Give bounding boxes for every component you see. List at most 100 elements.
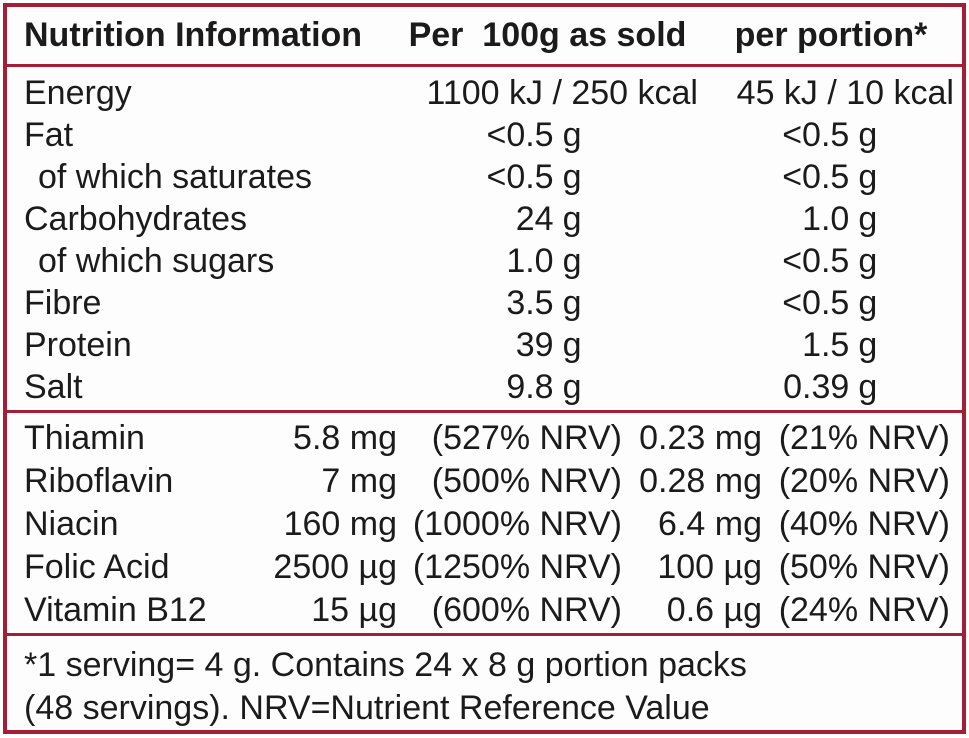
vitamin-row: Riboflavin 7 mg (500% NRV) 0.28 mg (20% NRV) [7, 460, 962, 503]
vitamin-label: Folic Acid [24, 548, 170, 586]
value-number: <0.5 [782, 284, 850, 322]
vitamin-row: Thiamin 5.8 mg (527% NRV) 0.23 mg (21% NRV) [7, 417, 962, 460]
value-unit: g [562, 116, 582, 154]
vitamin-nrv-per-portion: (50% NRV) [778, 548, 950, 586]
vitamin-nrv-per-portion: (21% NRV) [778, 419, 950, 457]
vitamins-section: Thiamin 5.8 mg (527% NRV) 0.23 mg (21% NRV) R… [7, 413, 962, 636]
value-per-portion: 45 kJ / 10 kcal [736, 74, 954, 112]
vitamin-nrv-per-100g: (500% NRV) [431, 462, 622, 500]
vitamin-amount-per-100g: 5.8 mg [293, 419, 397, 457]
value-number: 0.39 [783, 368, 850, 406]
nutrient-label: Carbohydrates [24, 200, 248, 238]
value-number: 24 [515, 200, 554, 238]
value-per-portion: 1.5 g [700, 324, 962, 366]
value-per-100g: 1.0 g [395, 240, 700, 282]
footnote-line-1: *1 serving= 4 g. Contains 24 x 8 g porti… [24, 646, 747, 684]
value-unit: g [858, 200, 878, 238]
vitamin-nrv-per-100g: (1000% NRV) [412, 505, 622, 543]
value-per-100g: 3.5 g [395, 282, 700, 324]
value-per-portion: <0.5 g [700, 114, 962, 156]
value-per-portion: 0.39 g [700, 366, 962, 408]
vitamin-nrv-per-portion: (40% NRV) [778, 505, 950, 543]
value-number: <0.5 [782, 242, 850, 280]
value-unit: g [562, 368, 582, 406]
nutrient-label: Salt [24, 368, 83, 406]
header-nutrition-information: Nutrition Information [24, 16, 363, 54]
value-number: 9.8 [506, 368, 554, 406]
vitamin-amount-per-100g: 7 mg [321, 462, 397, 500]
main-nutrients-section: Energy 1100 kJ / 250 kcal 45 kJ / 10 kcal F… [7, 67, 962, 413]
nutrient-row: of which sugars 1.0 g <0.5 g [7, 240, 962, 282]
value-unit: g [858, 326, 878, 364]
nutrient-label: Energy [24, 74, 132, 112]
value-number: 1.0 [802, 200, 850, 238]
value-unit: g [858, 158, 878, 196]
value-per-100g: <0.5 g [395, 114, 700, 156]
vitamin-nrv-per-portion: (20% NRV) [778, 462, 950, 500]
nutrient-row: Fat <0.5 g <0.5 g [7, 114, 962, 156]
vitamin-label: Thiamin [24, 419, 145, 457]
value-number: <0.5 [486, 116, 554, 154]
footnote: *1 serving= 4 g. Contains 24 x 8 g porti… [7, 636, 962, 730]
vitamin-label: Niacin [24, 505, 119, 543]
value-unit: g [858, 284, 878, 322]
nutrient-row: Protein 39 g 1.5 g [7, 324, 962, 366]
value-per-100g: 1100 kJ / 250 kcal [426, 74, 698, 112]
vitamin-amount-per-portion: 6.4 mg [658, 505, 762, 543]
value-per-portion: <0.5 g [700, 240, 962, 282]
value-per-100g: 24 g [395, 198, 700, 240]
vitamin-amount-per-portion: 0.23 mg [639, 419, 762, 457]
nutrition-label: Nutrition Information Per 100g as sold p… [3, 3, 966, 734]
nutrient-row: of which saturates <0.5 g <0.5 g [7, 156, 962, 198]
table-header-row: Nutrition Information Per 100g as sold p… [7, 7, 962, 67]
value-per-100g: <0.5 g [395, 156, 700, 198]
nutrient-row: Energy 1100 kJ / 250 kcal 45 kJ / 10 kcal [7, 72, 962, 114]
header-per-portion: per portion* [734, 16, 928, 54]
value-number: 1.0 [506, 242, 554, 280]
value-number: <0.5 [782, 158, 850, 196]
nutrient-row: Carbohydrates 24 g 1.0 g [7, 198, 962, 240]
vitamin-label: Vitamin B12 [24, 591, 207, 629]
nutrient-label: Fat [24, 116, 74, 154]
vitamin-nrv-per-portion: (24% NRV) [778, 591, 950, 629]
value-unit: g [562, 158, 582, 196]
nutrient-label: Fibre [24, 284, 102, 322]
vitamin-row: Niacin 160 mg (1000% NRV) 6.4 mg (40% NRV) [7, 503, 962, 546]
header-per-100g: Per 100g as sold [408, 16, 687, 54]
value-per-100g: 39 g [395, 324, 700, 366]
vitamin-amount-per-portion: 0.6 µg [666, 591, 762, 629]
footnote-line-2: (48 servings). NRV=Nutrient Reference Va… [24, 689, 710, 727]
value-unit: g [562, 284, 582, 322]
nutrient-row: Salt 9.8 g 0.39 g [7, 366, 962, 408]
nutrient-row: Fibre 3.5 g <0.5 g [7, 282, 962, 324]
vitamin-amount-per-100g: 15 µg [311, 591, 397, 629]
value-unit: g [562, 200, 582, 238]
value-number: <0.5 [486, 158, 554, 196]
value-per-100g: 9.8 g [395, 366, 700, 408]
vitamin-amount-per-100g: 160 mg [283, 505, 397, 543]
value-per-portion: 1.0 g [700, 198, 962, 240]
nutrient-label: of which sugars [38, 242, 275, 280]
value-unit: g [858, 242, 878, 280]
nutrient-label: of which saturates [38, 158, 313, 196]
vitamin-amount-per-100g: 2500 µg [273, 548, 397, 586]
value-number: 3.5 [506, 284, 554, 322]
value-number: 39 [515, 326, 554, 364]
vitamin-amount-per-portion: 100 µg [657, 548, 762, 586]
vitamin-nrv-per-100g: (527% NRV) [431, 419, 622, 457]
vitamin-row: Folic Acid 2500 µg (1250% NRV) 100 µg (50% N… [7, 546, 962, 589]
vitamin-nrv-per-100g: (600% NRV) [431, 591, 622, 629]
value-unit: g [562, 326, 582, 364]
vitamin-amount-per-portion: 0.28 mg [639, 462, 762, 500]
value-unit: g [858, 368, 878, 406]
value-number: 1.5 [802, 326, 850, 364]
vitamin-row: Vitamin B12 15 µg (600% NRV) 0.6 µg (24% NRV… [7, 589, 962, 632]
value-per-portion: <0.5 g [700, 282, 962, 324]
value-per-portion: <0.5 g [700, 156, 962, 198]
vitamin-label: Riboflavin [24, 462, 174, 500]
value-unit: g [858, 116, 878, 154]
value-unit: g [562, 242, 582, 280]
value-number: <0.5 [782, 116, 850, 154]
nutrient-label: Protein [24, 326, 132, 364]
vitamin-nrv-per-100g: (1250% NRV) [412, 548, 622, 586]
